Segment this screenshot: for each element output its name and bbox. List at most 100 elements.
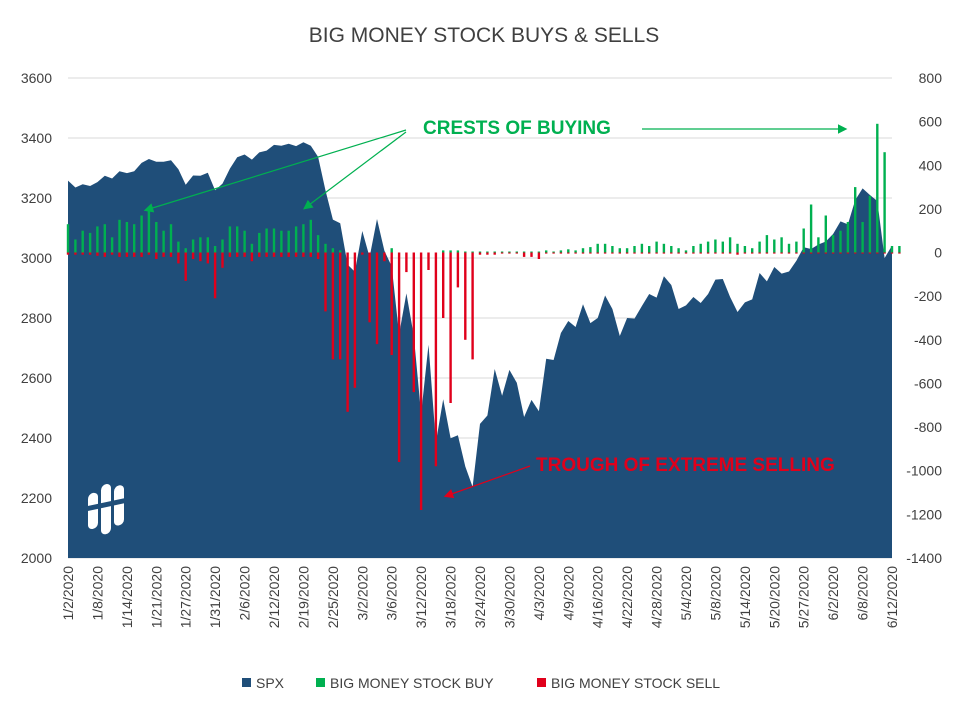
- buy-bar: [294, 226, 298, 253]
- right-tick-label: -1200: [906, 506, 942, 522]
- buy-bar: [390, 248, 393, 253]
- sell-bar: [383, 252, 386, 262]
- buy-bar: [530, 251, 533, 253]
- sell-bar: [831, 252, 835, 254]
- sell-bar: [868, 252, 872, 254]
- right-tick-label: -200: [914, 288, 942, 304]
- buy-bar: [633, 246, 636, 253]
- buy-bar: [243, 230, 246, 253]
- logo-icon: [86, 484, 126, 535]
- legend-swatch-spx: [242, 678, 251, 687]
- sell-bar: [361, 252, 364, 255]
- buy-bar: [699, 243, 702, 253]
- right-tick-label: 0: [934, 245, 942, 261]
- sell-bar: [228, 252, 232, 257]
- buy-bar: [780, 237, 783, 253]
- sell-bar: [728, 252, 732, 254]
- sell-bar: [574, 252, 577, 254]
- sell-bar: [81, 252, 84, 255]
- right-tick-label: 800: [919, 70, 943, 86]
- x-tick-label: 1/14/2020: [119, 566, 135, 628]
- left-tick-label: 2200: [21, 490, 52, 506]
- sell-bar: [147, 252, 151, 255]
- buy-bar: [316, 235, 320, 253]
- buy-bar: [272, 228, 276, 253]
- x-axis: 1/2/2020 1/8/2020 1/14/2020 1/21/2020 1/27/2…: [60, 566, 900, 629]
- x-tick-label: 3/30/2020: [501, 566, 517, 628]
- sell-bar: [552, 252, 555, 254]
- chart-title: BIG MONEY STOCK BUYS & SELLS: [309, 24, 660, 47]
- annotation-arrow-2: [303, 131, 407, 210]
- sell-bar: [110, 252, 114, 255]
- buy-bar: [596, 243, 599, 253]
- sell-bar: [721, 252, 724, 254]
- left-tick-label: 3600: [21, 70, 52, 86]
- sell-bar: [456, 252, 460, 288]
- buy-bar: [662, 243, 666, 253]
- sell-bar: [88, 252, 92, 255]
- buy-bar: [125, 222, 129, 253]
- sell-bar: [758, 252, 761, 254]
- sell-bar: [427, 252, 430, 270]
- x-tick-label: 4/3/2020: [531, 566, 547, 621]
- buy-bar: [611, 246, 614, 253]
- sell-bar: [339, 252, 342, 360]
- sell-bar: [199, 252, 202, 262]
- annotations: CRESTS OF BUYING TROUGH OF EXTREME SELLI…: [143, 118, 848, 499]
- sell-bar: [736, 252, 739, 255]
- buy-bar: [751, 248, 754, 253]
- sell-bar: [103, 252, 106, 257]
- buy-bar: [213, 246, 217, 253]
- sell-bar: [140, 252, 143, 257]
- buy-bar: [773, 239, 776, 253]
- buy-bar: [545, 250, 548, 253]
- buy-bar: [88, 232, 92, 253]
- sell-bar: [294, 252, 298, 257]
- sell-bar: [589, 252, 592, 254]
- buy-bar: [177, 241, 180, 253]
- x-tick-label: 2/6/2020: [237, 566, 253, 621]
- sell-bar: [434, 252, 438, 467]
- sell-bar: [486, 252, 489, 255]
- sell-bar: [684, 252, 688, 254]
- buy-bar: [228, 226, 232, 253]
- buy-bar: [817, 237, 820, 253]
- buy-bar: [809, 204, 813, 253]
- sell-bar: [478, 252, 482, 255]
- right-tick-label: -600: [914, 375, 942, 391]
- sell-bar: [316, 252, 320, 259]
- buy-bar: [787, 243, 791, 253]
- buy-bar: [442, 250, 445, 253]
- buy-bar: [449, 250, 452, 253]
- sell-bar: [817, 252, 820, 254]
- buy-bar: [692, 246, 695, 253]
- buy-bar: [522, 251, 526, 253]
- sell-bar: [625, 252, 629, 254]
- buy-bar: [515, 251, 518, 253]
- x-tick-label: 4/9/2020: [560, 566, 576, 621]
- x-tick-label: 1/31/2020: [207, 566, 223, 628]
- buy-bar: [184, 248, 187, 253]
- buy-bar: [221, 239, 224, 253]
- sell-bar: [66, 252, 70, 255]
- buy-bar: [493, 251, 496, 253]
- sell-bar: [861, 252, 864, 254]
- sell-bar: [633, 252, 636, 254]
- buy-bar: [706, 241, 710, 253]
- left-tick-label: 2000: [21, 550, 52, 566]
- x-tick-label: 3/18/2020: [443, 566, 459, 628]
- sell-bar: [96, 252, 99, 256]
- left-tick-label: 3200: [21, 190, 52, 206]
- sell-bar: [74, 252, 77, 255]
- sell-bar: [346, 252, 349, 412]
- buy-bar: [162, 230, 165, 253]
- x-tick-label: 4/22/2020: [619, 566, 635, 628]
- sell-bar: [155, 252, 158, 259]
- left-tick-label: 3000: [21, 250, 52, 266]
- buy-bar: [714, 239, 717, 253]
- sell-bar: [331, 252, 335, 360]
- sell-bar: [743, 252, 747, 254]
- x-tick-label: 1/8/2020: [89, 566, 105, 621]
- buy-bar: [103, 224, 106, 253]
- sell-bar: [184, 252, 187, 281]
